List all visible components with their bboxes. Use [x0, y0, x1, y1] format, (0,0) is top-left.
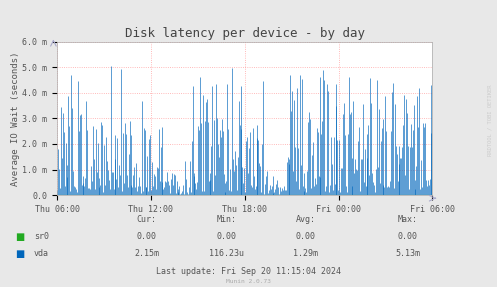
Text: 0.00: 0.00 — [296, 232, 316, 241]
Text: 0.00: 0.00 — [398, 232, 417, 241]
Text: 1.29m: 1.29m — [293, 249, 318, 259]
Text: sr0: sr0 — [34, 232, 49, 241]
Text: Avg:: Avg: — [296, 215, 316, 224]
Text: 0.00: 0.00 — [137, 232, 157, 241]
Text: 0.00: 0.00 — [216, 232, 236, 241]
Y-axis label: Average IO Wait (seconds): Average IO Wait (seconds) — [10, 51, 20, 186]
Text: 5.13m: 5.13m — [395, 249, 420, 259]
Text: ■: ■ — [15, 249, 24, 259]
Text: 2.15m: 2.15m — [134, 249, 159, 259]
Title: Disk latency per device - by day: Disk latency per device - by day — [125, 28, 365, 40]
Text: vda: vda — [34, 249, 49, 259]
Text: Min:: Min: — [216, 215, 236, 224]
Text: ■: ■ — [15, 232, 24, 242]
Text: RRDTOOL / TOBI OETIKER: RRDTOOL / TOBI OETIKER — [487, 85, 492, 156]
Text: 116.23u: 116.23u — [209, 249, 244, 259]
Text: Munin 2.0.73: Munin 2.0.73 — [226, 279, 271, 284]
Text: Last update: Fri Sep 20 11:15:04 2024: Last update: Fri Sep 20 11:15:04 2024 — [156, 267, 341, 276]
Text: Max:: Max: — [398, 215, 417, 224]
Text: Cur:: Cur: — [137, 215, 157, 224]
